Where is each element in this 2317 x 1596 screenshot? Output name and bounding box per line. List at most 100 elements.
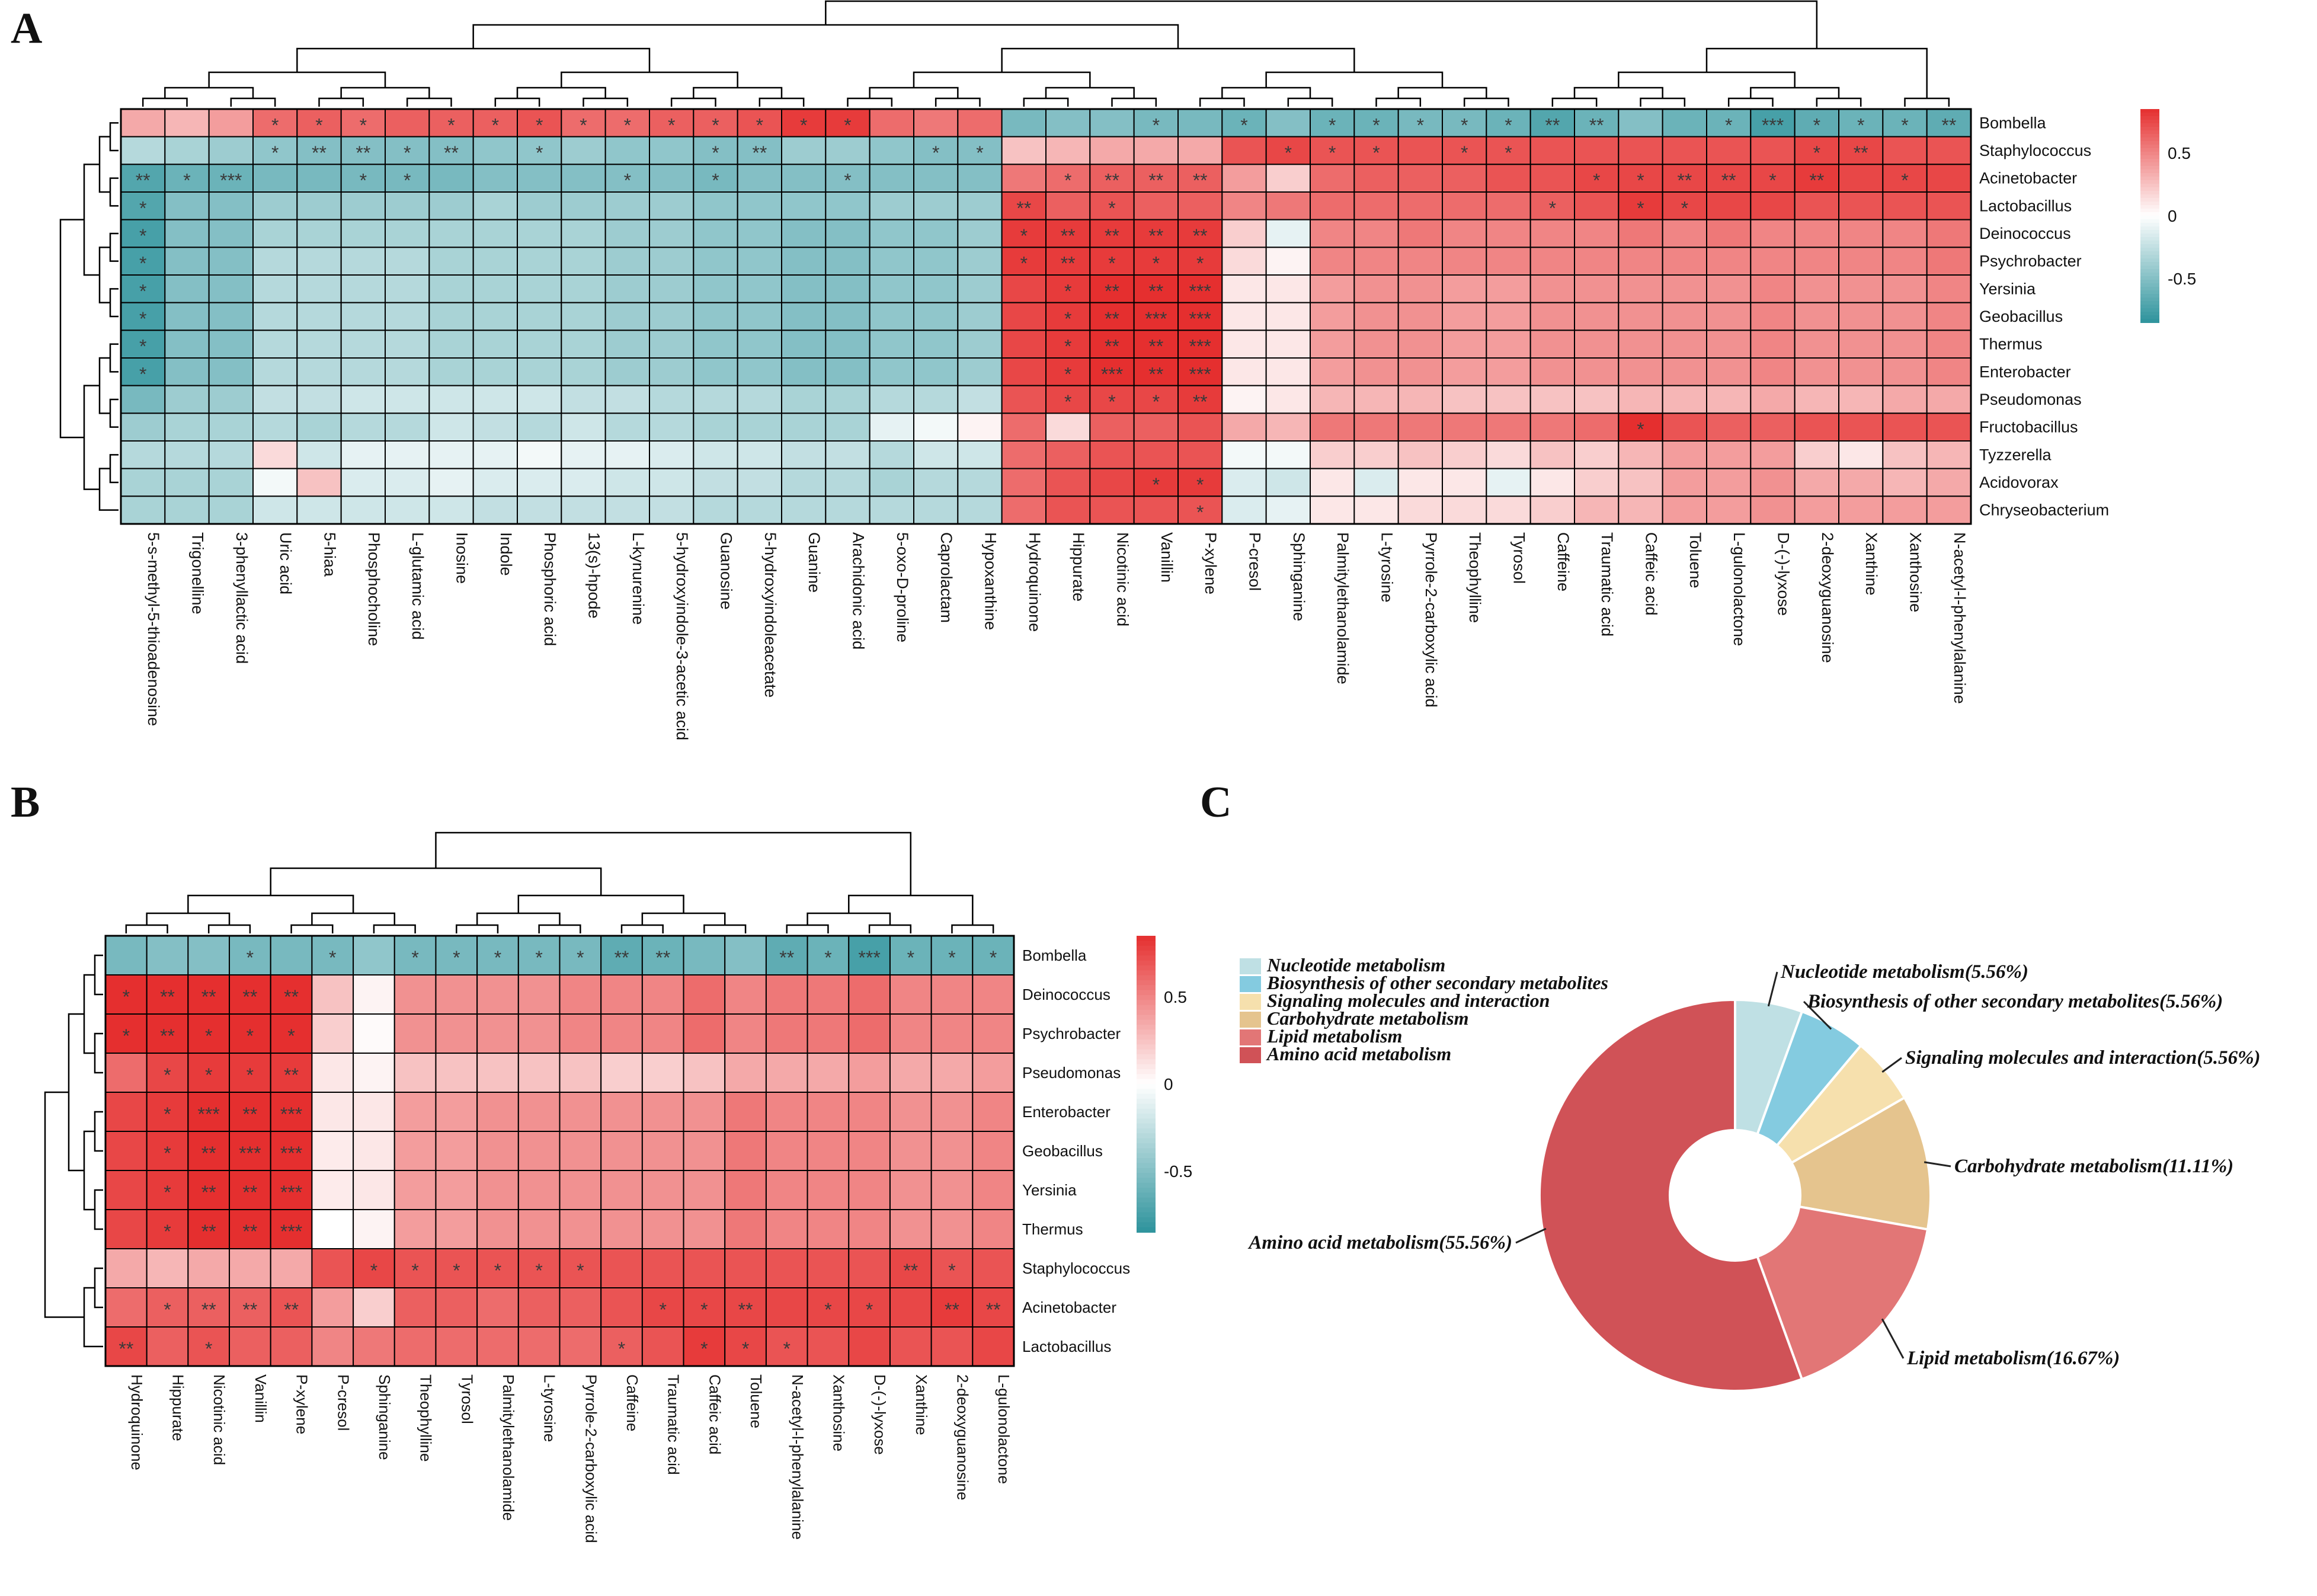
heatmap-cell — [972, 1092, 1015, 1132]
significance-star: * — [1637, 170, 1644, 191]
heatmap-cell — [428, 385, 474, 414]
heatmap-cell — [435, 1209, 478, 1249]
heatmap-cell — [1486, 330, 1531, 359]
heatmap-cell — [120, 440, 166, 469]
column-dendrogram-branch — [807, 912, 891, 925]
heatmap-cell — [1926, 468, 1972, 497]
heatmap-cell — [1442, 164, 1487, 193]
column-label: Trigonelline — [189, 532, 207, 615]
heatmap-cell — [1486, 495, 1531, 524]
column-dendrogram-branch — [1618, 71, 1796, 88]
significance-star: * — [1593, 170, 1600, 191]
heatmap-cell — [1574, 357, 1620, 386]
heatmap-cell — [1486, 108, 1531, 137]
heatmap-cell — [889, 1131, 932, 1171]
heatmap-cell — [765, 1248, 808, 1288]
heatmap-cell — [693, 247, 738, 276]
heatmap-cell — [693, 274, 738, 303]
heatmap-cell — [913, 495, 959, 524]
heatmap-cell — [957, 191, 1003, 220]
row-label: Bombella — [1022, 946, 1087, 964]
heatmap-cell — [1045, 191, 1091, 220]
column-dendrogram-branch — [1640, 97, 1686, 107]
heatmap-cell — [1353, 164, 1399, 193]
significance-star: * — [492, 114, 499, 136]
column-label: Xanthine — [1862, 532, 1880, 596]
significance-star: ** — [201, 986, 216, 1008]
heatmap-cell — [1442, 357, 1487, 386]
heatmap-cell — [1045, 302, 1091, 331]
heatmap-cell — [1706, 357, 1752, 386]
heatmap-cell — [252, 219, 298, 248]
colorbar-segment — [2140, 230, 2159, 234]
heatmap-cell — [600, 1170, 643, 1210]
column-dendrogram-branch — [1816, 97, 1862, 107]
heatmap-cell — [187, 1013, 231, 1054]
heatmap-cell — [807, 1248, 850, 1288]
heatmap-cell — [208, 302, 254, 331]
heatmap-cell — [957, 164, 1003, 193]
heatmap-cell — [1442, 108, 1487, 137]
heatmap-cell — [1529, 385, 1576, 414]
heatmap-cell — [1133, 136, 1179, 165]
heatmap-cell — [1750, 191, 1796, 220]
heatmap-cell — [807, 974, 850, 1015]
heatmap-cell — [187, 1209, 231, 1249]
significance-star: * — [1064, 391, 1071, 412]
column-label: Caffeic acid — [1643, 532, 1660, 616]
heatmap-cell — [340, 136, 386, 165]
significance-star: ** — [1721, 170, 1736, 191]
heatmap-cell — [517, 302, 562, 331]
legend-label: Nucleotide metabolism — [1266, 954, 1445, 975]
heatmap-cell — [340, 440, 386, 469]
heatmap-cell — [737, 468, 782, 497]
column-dendrogram-branch — [1199, 97, 1245, 107]
heatmap-cell — [311, 1131, 354, 1171]
heatmap-cell — [972, 935, 1015, 975]
heatmap-cell — [1794, 247, 1840, 276]
significance-star: * — [535, 1260, 542, 1281]
significance-star: * — [404, 142, 411, 164]
heatmap-cell — [649, 136, 695, 165]
significance-star: * — [577, 947, 584, 968]
column-label: L-glutamic acid — [409, 532, 427, 640]
heatmap-cell — [472, 412, 519, 442]
heatmap-cell — [1133, 468, 1179, 497]
heatmap-cell — [340, 330, 386, 359]
significance-star: ** — [312, 142, 327, 164]
heatmap-cell — [393, 935, 437, 975]
significance-star: * — [1064, 170, 1071, 191]
colorbar-segment — [1137, 1212, 1156, 1218]
heatmap-cell — [340, 164, 386, 193]
heatmap-cell — [1353, 247, 1399, 276]
heatmap-cell — [1838, 330, 1884, 359]
heatmap-cell — [146, 935, 189, 975]
column-label: Tyrosol — [1510, 532, 1528, 584]
heatmap-cell — [393, 1131, 437, 1171]
heatmap-cell — [1442, 136, 1487, 165]
heatmap-cell — [1882, 247, 1928, 276]
colorbar-segment — [2140, 223, 2159, 227]
heatmap-cell — [781, 136, 827, 165]
heatmap-cell — [1529, 136, 1576, 165]
significance-star: * — [164, 1104, 171, 1125]
column-dendrogram-branch — [1397, 87, 1487, 98]
colorbar-segment — [2140, 251, 2159, 255]
colorbar-segment — [2140, 162, 2159, 167]
heatmap-cell — [120, 357, 166, 386]
heatmap-cell — [472, 247, 519, 276]
heatmap-cell — [435, 974, 478, 1015]
column-label: Sphinganine — [1290, 532, 1308, 621]
column-dendrogram-branch — [913, 71, 1091, 88]
heatmap-cell — [604, 191, 651, 220]
heatmap-cell — [1221, 191, 1267, 220]
significance-star: ** — [201, 1221, 216, 1242]
colorbar-segment — [2140, 212, 2159, 216]
colorbar-segment — [1137, 1114, 1156, 1120]
heatmap-cell — [641, 1248, 684, 1288]
heatmap-cell — [825, 247, 871, 276]
heatmap-cell — [311, 1326, 354, 1367]
heatmap-cell — [1001, 495, 1047, 524]
heatmap-cell — [641, 1209, 684, 1249]
heatmap-cell — [1618, 191, 1663, 220]
